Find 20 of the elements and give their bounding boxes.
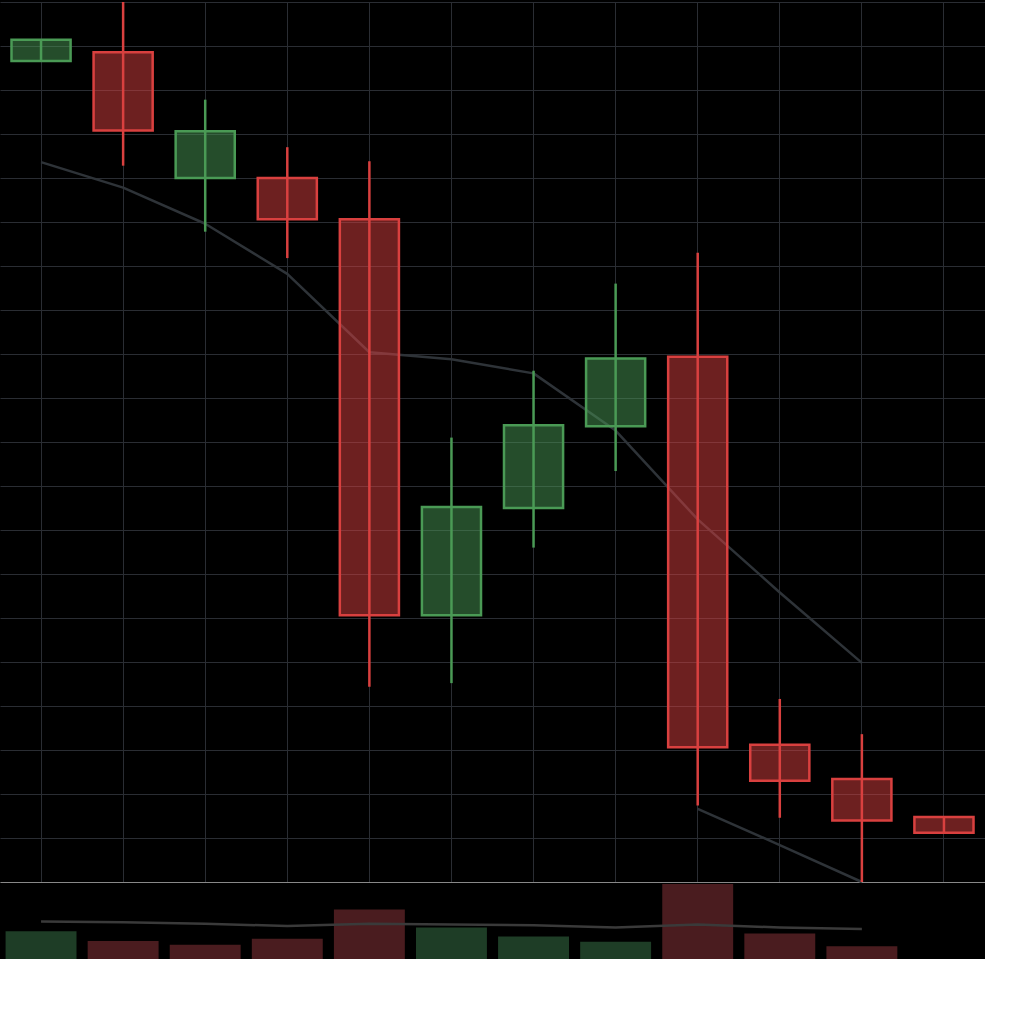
candlestick [174, 98, 237, 233]
candlestick [92, 0, 154, 167]
bar [251, 938, 323, 959]
candlestick [256, 145, 319, 260]
bar [169, 944, 241, 959]
candlestick [502, 369, 565, 549]
bar [87, 941, 159, 959]
bar [333, 909, 405, 959]
bar [744, 933, 816, 959]
bar [580, 941, 652, 959]
candlestick [10, 38, 72, 63]
candlestick [420, 436, 483, 685]
candlestick [748, 697, 811, 820]
bar [416, 927, 487, 959]
bar [5, 931, 77, 959]
candlestick [584, 282, 647, 473]
bar [662, 884, 734, 959]
bar [498, 936, 569, 959]
candlestick [831, 732, 893, 884]
bar [826, 946, 898, 959]
